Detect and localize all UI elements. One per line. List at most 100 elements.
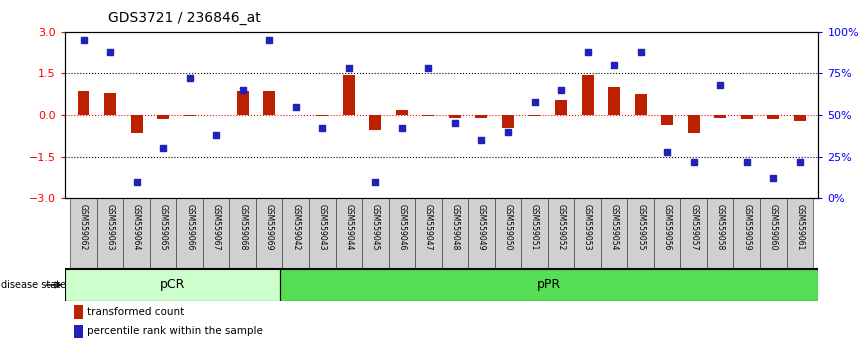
Bar	[734, 198, 760, 269]
Bar	[256, 198, 282, 269]
Point	[554, 87, 568, 93]
Point	[634, 49, 648, 55]
Point	[740, 159, 753, 165]
Bar	[555, 100, 567, 115]
Bar	[688, 115, 700, 133]
Bar	[475, 115, 488, 118]
Bar	[362, 198, 389, 269]
Point	[130, 179, 144, 184]
Point	[527, 99, 541, 104]
Text: GSM559065: GSM559065	[158, 204, 168, 250]
Bar	[123, 198, 150, 269]
Text: GSM559056: GSM559056	[662, 204, 672, 250]
Bar	[635, 94, 647, 115]
Bar	[335, 198, 362, 269]
Bar	[707, 198, 734, 269]
Bar	[203, 198, 229, 269]
Text: GSM559062: GSM559062	[79, 204, 88, 250]
Point	[422, 65, 436, 71]
Bar	[184, 115, 196, 116]
Point	[210, 132, 223, 138]
Text: GSM559055: GSM559055	[637, 204, 645, 250]
Bar	[654, 198, 681, 269]
Bar	[423, 115, 435, 116]
Point	[793, 159, 807, 165]
Point	[156, 145, 170, 151]
Text: GSM559053: GSM559053	[583, 204, 592, 250]
Bar	[661, 115, 673, 125]
Text: GSM559047: GSM559047	[423, 204, 433, 250]
Bar	[263, 91, 275, 115]
Bar	[786, 198, 813, 269]
Point	[501, 129, 515, 135]
Bar	[78, 91, 89, 115]
Text: GSM559054: GSM559054	[610, 204, 618, 250]
Text: GSM559061: GSM559061	[795, 204, 805, 250]
Bar	[389, 198, 415, 269]
Bar	[157, 115, 169, 119]
Bar	[681, 198, 707, 269]
Point	[395, 126, 409, 131]
Bar	[601, 198, 627, 269]
Bar	[370, 115, 381, 130]
Point	[714, 82, 727, 88]
Bar	[316, 115, 328, 116]
Text: GDS3721 / 236846_at: GDS3721 / 236846_at	[108, 11, 261, 25]
Bar	[150, 198, 177, 269]
Bar	[236, 91, 249, 115]
Point	[475, 137, 488, 143]
Point	[262, 37, 276, 43]
Bar	[740, 115, 753, 119]
Text: GSM559045: GSM559045	[371, 204, 380, 250]
Text: percentile rank within the sample: percentile rank within the sample	[87, 326, 262, 337]
Bar	[70, 198, 97, 269]
Point	[368, 179, 382, 184]
Bar	[794, 115, 805, 121]
Text: GSM559069: GSM559069	[265, 204, 274, 250]
Text: GSM559057: GSM559057	[689, 204, 698, 250]
Point	[289, 104, 303, 110]
Text: GSM559042: GSM559042	[291, 204, 301, 250]
Text: GSM559063: GSM559063	[106, 204, 114, 250]
Point	[76, 37, 90, 43]
Point	[448, 120, 462, 126]
Bar	[281, 269, 818, 301]
Point	[687, 159, 701, 165]
Text: GSM559067: GSM559067	[211, 204, 221, 250]
Text: GSM559059: GSM559059	[742, 204, 751, 250]
Bar	[767, 115, 779, 119]
Bar	[396, 109, 408, 115]
Bar	[74, 305, 83, 319]
Point	[580, 49, 594, 55]
Text: GSM559064: GSM559064	[132, 204, 141, 250]
Point	[103, 49, 117, 55]
Text: GSM559048: GSM559048	[450, 204, 460, 250]
Text: GSM559049: GSM559049	[477, 204, 486, 250]
Bar	[627, 198, 654, 269]
Bar	[548, 198, 574, 269]
Bar	[415, 198, 442, 269]
Text: pCR: pCR	[160, 279, 185, 291]
Point	[236, 87, 249, 93]
Bar	[229, 198, 256, 269]
Bar	[502, 115, 514, 127]
Text: GSM559066: GSM559066	[185, 204, 194, 250]
Text: pPR: pPR	[537, 279, 561, 291]
Point	[315, 126, 329, 131]
Text: GSM559051: GSM559051	[530, 204, 539, 250]
Bar	[131, 115, 143, 133]
Point	[342, 65, 356, 71]
Bar	[528, 115, 540, 116]
Bar	[521, 198, 548, 269]
Point	[607, 62, 621, 68]
Point	[766, 176, 780, 181]
Bar	[469, 198, 494, 269]
Bar	[65, 269, 281, 301]
Text: GSM559068: GSM559068	[238, 204, 247, 250]
Text: GSM559046: GSM559046	[397, 204, 406, 250]
Text: GSM559043: GSM559043	[318, 204, 326, 250]
Bar	[97, 198, 123, 269]
Bar	[343, 75, 355, 115]
Bar	[714, 115, 727, 118]
Bar	[282, 198, 309, 269]
